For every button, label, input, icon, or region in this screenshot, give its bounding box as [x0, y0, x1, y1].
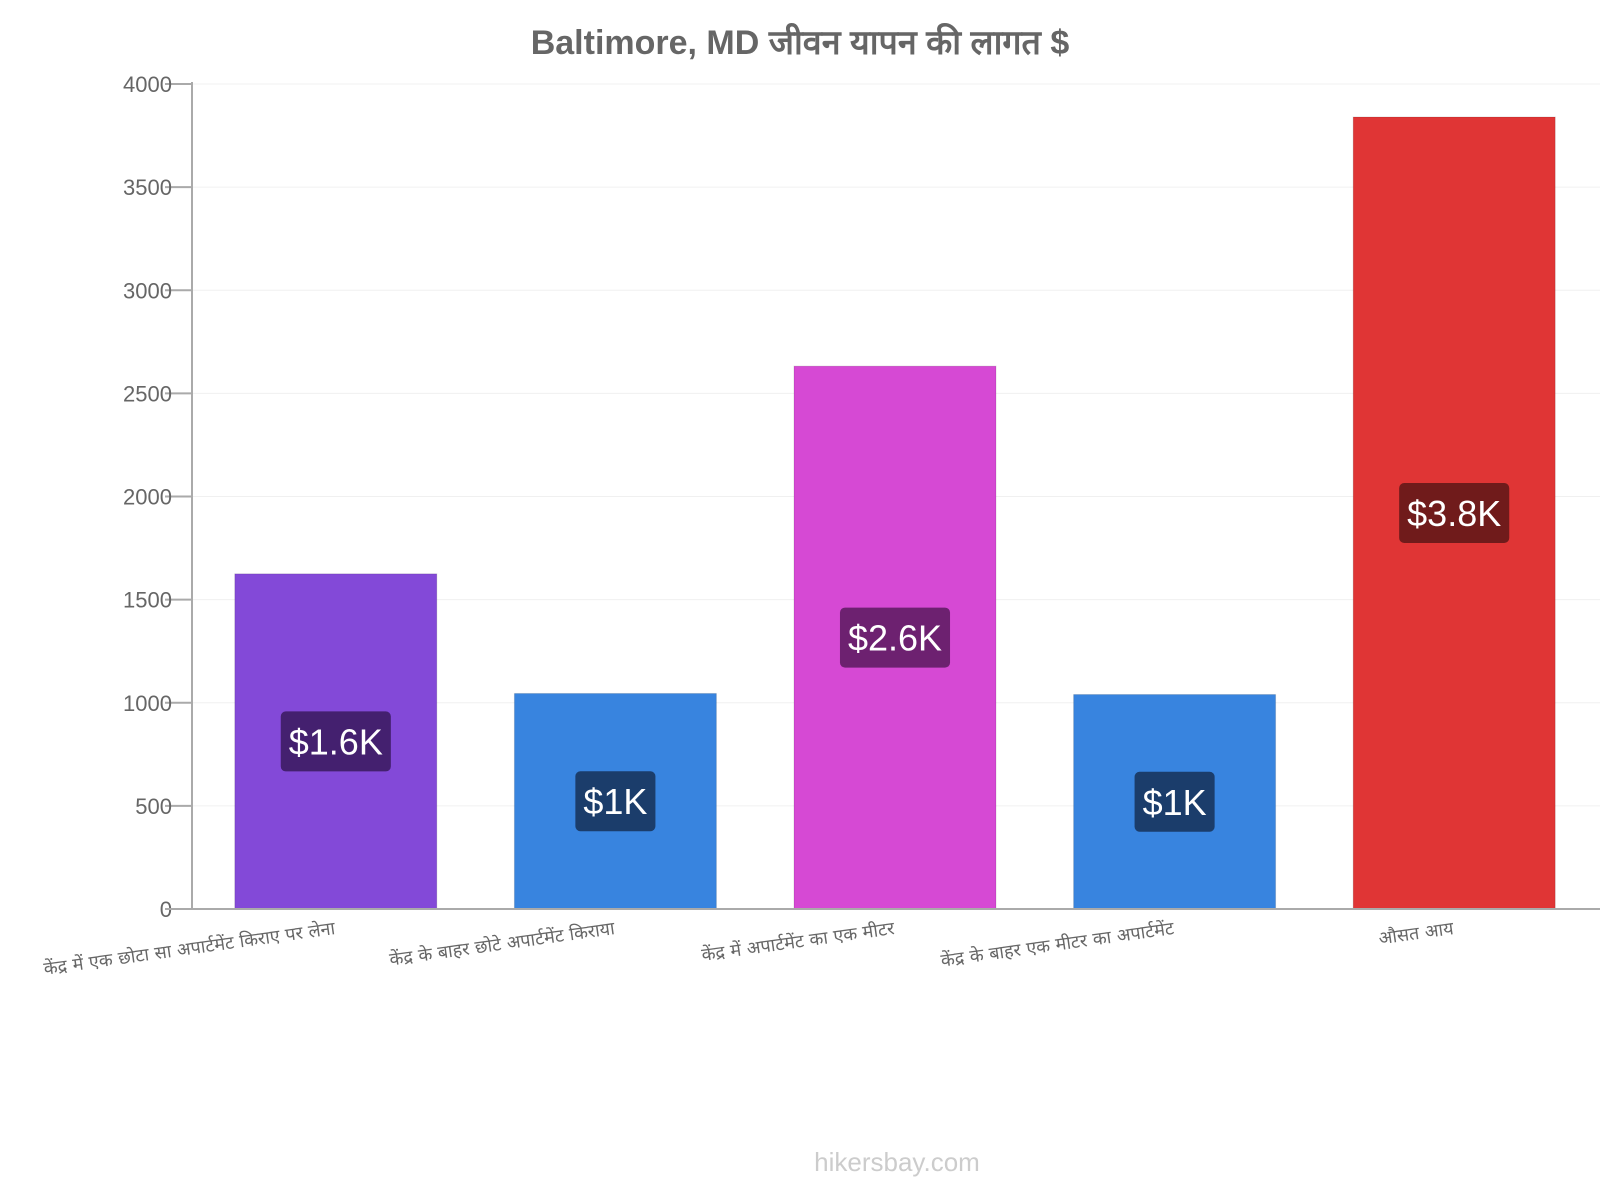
watermark-text: hikersbay.com: [814, 1147, 980, 1177]
y-tick-label: 2000: [123, 485, 172, 510]
bars: [234, 116, 1556, 910]
data-label: $2.6K: [839, 607, 951, 668]
data-label-background: [1399, 483, 1510, 543]
data-label-text: $1K: [1143, 782, 1207, 823]
data-labels: $1.6K $1K $2.6K $1K $3.8K: [280, 483, 1510, 832]
y-tick-label: 3000: [123, 278, 172, 303]
data-label-text: $3.8K: [1407, 493, 1501, 534]
x-tick-label: केंद्र में एक छोटा सा अपार्टमेंट किराए प…: [42, 917, 337, 980]
data-label-text: $2.6K: [848, 618, 942, 659]
data-label-text: $1.6K: [289, 721, 383, 762]
data-label-background: [280, 711, 391, 772]
x-tick-label: केंद्र के बाहर छोटे अपार्टमेंट किराया: [388, 917, 616, 970]
data-label-background: [839, 607, 951, 668]
y-tick-label: 500: [135, 794, 172, 819]
data-label-background: [575, 771, 656, 832]
x-tick-label: केंद्र के बाहर एक मीटर का अपार्टमेंट: [939, 917, 1176, 972]
data-label: $1K: [575, 771, 656, 832]
x-tick-label: केंद्र में अपार्टमेंट का एक मीटर: [700, 917, 896, 966]
x-axis-ticks: केंद्र में एक छोटा सा अपार्टमेंट किराए प…: [42, 917, 1455, 980]
data-label: $1.6K: [280, 711, 391, 772]
y-tick-label: 1500: [123, 588, 172, 613]
y-tick-label: 2500: [123, 381, 172, 406]
data-label: $3.8K: [1399, 483, 1510, 543]
y-tick-label: 1000: [123, 691, 172, 716]
data-label-text: $1K: [583, 781, 647, 822]
data-label-background: [1134, 771, 1215, 832]
y-tick-label: 3500: [123, 175, 172, 200]
chart-title: Baltimore, MD जीवन यापन की लागत $: [531, 22, 1070, 62]
data-label: $1K: [1134, 771, 1215, 832]
y-tick-label: 4000: [123, 72, 172, 97]
x-tick-label: औसत आय: [1377, 917, 1455, 949]
